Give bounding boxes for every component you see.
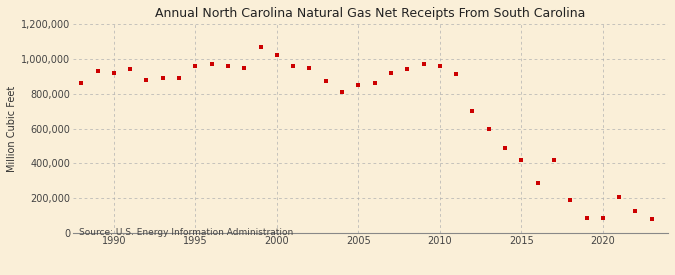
Point (418, 62, 429, 66)
Point (288, 64, 298, 68)
Point (271, 53, 282, 57)
Point (630, 208, 641, 213)
Point (549, 158, 560, 162)
Point (255, 44, 266, 49)
Point (190, 64, 200, 68)
Point (207, 62, 217, 66)
Point (76, 81, 86, 86)
Point (597, 215, 608, 220)
Point (337, 90, 348, 94)
Point (581, 215, 592, 220)
Point (223, 64, 234, 68)
Point (533, 180, 543, 185)
Point (500, 145, 510, 150)
Point (451, 72, 462, 77)
Point (369, 81, 380, 86)
Text: Source: U.S. Energy Information Administration: Source: U.S. Energy Information Administ… (79, 229, 294, 238)
Point (239, 65, 250, 70)
Point (125, 67, 136, 72)
Point (157, 76, 168, 80)
Point (385, 71, 396, 75)
Point (402, 67, 412, 72)
Point (92, 69, 103, 73)
Point (141, 78, 152, 82)
Point (483, 126, 494, 131)
Title: Annual North Carolina Natural Gas Net Receipts From South Carolina: Annual North Carolina Natural Gas Net Re… (155, 7, 586, 20)
Y-axis label: Million Cubic Feet: Million Cubic Feet (7, 86, 17, 172)
Point (173, 76, 184, 80)
Point (353, 83, 364, 87)
Point (304, 65, 315, 70)
Point (614, 194, 624, 199)
Point (321, 79, 331, 84)
Point (467, 109, 478, 113)
Point (516, 158, 526, 162)
Point (565, 198, 576, 202)
Point (435, 64, 446, 68)
Point (647, 217, 657, 222)
Point (109, 71, 119, 75)
